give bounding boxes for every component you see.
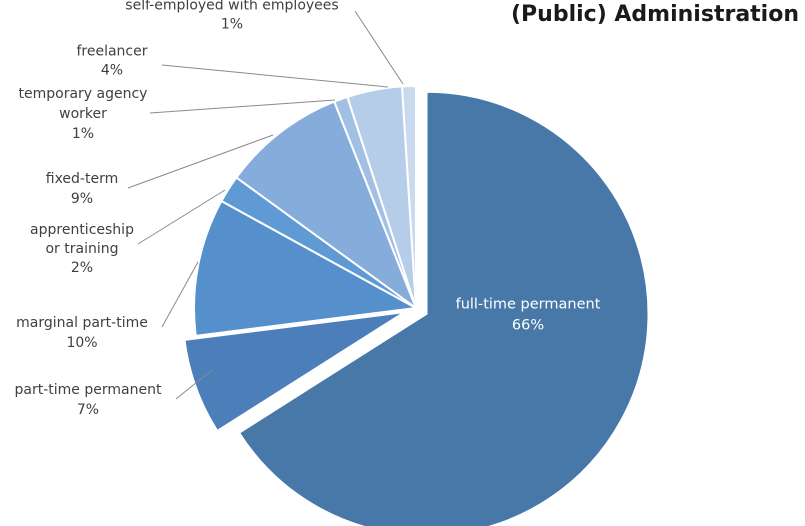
leader-line-marginal-part-time [161, 261, 199, 328]
pie-slice-self-employed-with-employees [401, 84, 417, 309]
pie-slices [183, 84, 650, 526]
pie-slice-marginal-part-time [193, 199, 420, 337]
chart-title: (Public) Administration [510, 2, 799, 27]
slice-label-self-employed-with-employees: self-employed with employees 1% [125, 0, 338, 33]
slice-label-full-time-permanent: full-time permanent 66% [456, 297, 601, 334]
leader-line-self-employed-with-employees [354, 10, 404, 85]
slice-labels: full-time permanent 66% part-time permanen… [15, 0, 601, 418]
leader-line-freelancer [161, 64, 389, 88]
pie-slice-fixed-term [235, 100, 419, 311]
slice-label-marginal-part-time: marginal part-time 10% [16, 315, 148, 351]
leader-line-fixed-term [127, 134, 274, 189]
leader-line-apprenticeship-or-training [137, 189, 226, 245]
slice-label-part-time-permanent: part-time permanent 7% [15, 382, 162, 418]
slice-label-freelancer: freelancer 4% [76, 44, 147, 79]
pie-slice-full-time-permanent [237, 90, 650, 526]
leader-line-temporary-agency-worker [149, 99, 336, 114]
slice-label-temporary-agency-worker: temporary agency worker 1% [19, 86, 148, 142]
leader-line-part-time-permanent [175, 369, 213, 400]
slice-label-fixed-term: fixed-term 9% [46, 171, 118, 207]
pie-slice-part-time-permanent [183, 311, 406, 433]
slice-label-apprenticeship-or-training: apprenticeship or training 2% [30, 222, 134, 276]
